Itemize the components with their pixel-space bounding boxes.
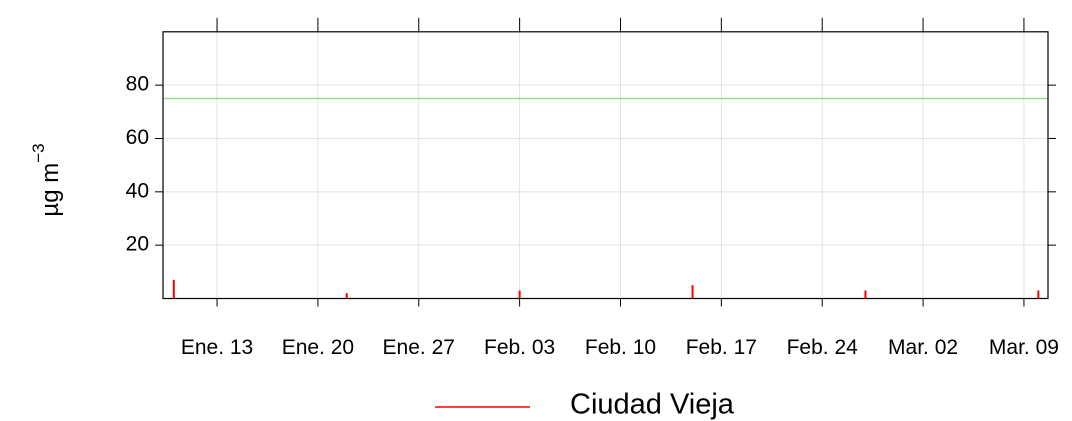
x-tick-label: Feb. 24	[787, 336, 859, 359]
legend-label: Ciudad Vieja	[570, 389, 735, 421]
x-tick-label: Mar. 09	[989, 336, 1059, 359]
y-tick-label: 60	[126, 126, 149, 149]
y-tick-label: 40	[126, 179, 149, 202]
x-tick-label: Feb. 03	[484, 336, 555, 359]
x-tick-label: Mar. 02	[888, 336, 958, 359]
x-tick-label: Ene. 27	[383, 336, 455, 359]
x-tick-label: Ene. 13	[181, 336, 253, 359]
y-axis-label-sup: −3	[29, 143, 48, 162]
y-axis-label-main: µg m	[37, 163, 64, 217]
y-axis-label: µg m−3	[29, 143, 64, 216]
x-tick-label: Ene. 20	[282, 336, 354, 359]
y-tick-label: 20	[126, 233, 149, 256]
y-tick-label: 80	[126, 73, 149, 96]
x-tick-label: Feb. 10	[585, 336, 656, 359]
plot-frame	[162, 31, 1049, 300]
x-tick-label: Feb. 17	[686, 336, 757, 359]
